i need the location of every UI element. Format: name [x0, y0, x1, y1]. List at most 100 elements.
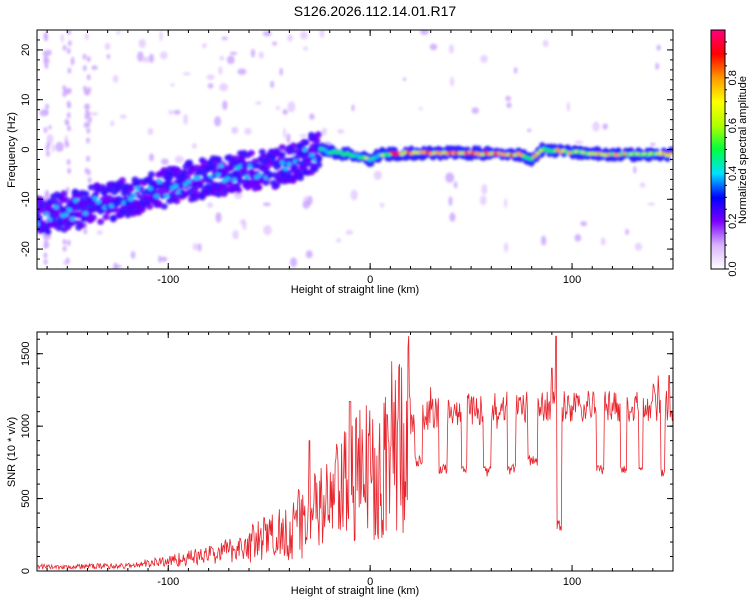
noise-blob — [148, 153, 154, 162]
noise-blob — [600, 237, 606, 246]
noise-streak — [45, 242, 50, 249]
noise-blob — [449, 212, 456, 222]
y-tick-label: 1000 — [20, 414, 32, 438]
spectral-core — [99, 209, 105, 214]
spectral-core — [150, 191, 156, 196]
noise-blob — [170, 83, 175, 87]
spectral-core — [183, 182, 189, 187]
noise-blob — [84, 33, 90, 41]
noise-blob — [287, 101, 296, 113]
snr-series-line — [37, 335, 673, 571]
y-tick-label: -10 — [20, 191, 32, 207]
noise-streak — [45, 57, 50, 64]
noise-blob — [255, 101, 262, 105]
spectral-cell — [235, 187, 243, 194]
spectral-core — [218, 163, 224, 168]
noise-blob — [419, 106, 423, 111]
noise-blob — [309, 113, 315, 120]
spectral-core — [153, 194, 160, 199]
noise-blob — [206, 202, 214, 208]
noise-blob — [275, 105, 281, 111]
spectral-core — [276, 163, 282, 168]
spectral-core — [37, 222, 40, 227]
noise-blob — [197, 242, 202, 252]
noise-blob — [160, 158, 169, 165]
noise-streak — [86, 56, 91, 63]
spectral-cell — [146, 203, 154, 210]
spectral-core — [73, 198, 79, 203]
noise-blob — [448, 44, 454, 54]
noise-blob — [192, 243, 198, 251]
noise-blob — [506, 102, 512, 109]
spectral-core — [82, 211, 89, 216]
spectral-cell — [78, 222, 86, 229]
noise-blob — [219, 83, 229, 92]
spectral-core — [166, 182, 173, 187]
noise-streak — [62, 44, 67, 51]
noise-streak — [66, 112, 71, 119]
noise-blob — [91, 65, 98, 71]
x-tick-label: 100 — [563, 576, 581, 588]
spectral-cell — [237, 178, 245, 185]
noise-blob — [116, 30, 121, 35]
noise-blob — [471, 107, 479, 114]
noise-blob — [429, 43, 438, 51]
spectral-core — [134, 186, 140, 191]
noise-blob — [647, 202, 656, 206]
spectral-cell — [408, 145, 415, 152]
colorbar-ticks: 0.0 0.2 0.4 0.6 0.8 — [725, 41, 739, 277]
noise-blob — [206, 74, 215, 80]
noise-blob — [138, 38, 146, 49]
spectral-core — [305, 162, 311, 167]
noise-blob — [566, 101, 571, 112]
spectral-core — [173, 184, 179, 189]
noise-blob — [633, 165, 637, 174]
noise-blob — [148, 53, 155, 63]
colorbar-tick-label: 0.6 — [727, 118, 739, 133]
noise-blob — [240, 218, 246, 226]
spectral-cell — [293, 154, 301, 161]
noise-blob — [287, 34, 293, 42]
spectral-cell — [62, 196, 70, 203]
spectral-core — [286, 161, 292, 166]
noise-streak — [44, 103, 49, 110]
noise-blob — [130, 250, 136, 259]
noise-streak — [64, 118, 69, 125]
noise-streak — [44, 109, 49, 116]
noise-blob — [574, 234, 582, 242]
noise-blob — [592, 121, 600, 132]
spectral-core — [215, 172, 221, 177]
noise-blob — [300, 31, 308, 40]
spectral-core — [202, 174, 208, 179]
spectral-core — [535, 151, 541, 156]
spectral-core — [338, 150, 344, 155]
noise-streak — [66, 47, 71, 54]
spectral-core — [163, 194, 169, 199]
noise-blob — [480, 54, 488, 63]
noise-blob — [229, 51, 238, 55]
noise-streak — [87, 177, 92, 184]
noise-blob — [263, 225, 272, 236]
noise-blob — [286, 133, 291, 144]
noise-blob — [218, 66, 223, 75]
spectral-core — [270, 157, 276, 162]
spectral-cell — [264, 162, 272, 170]
noise-blob — [283, 127, 287, 139]
spectral-core — [224, 176, 231, 181]
spectral-core — [241, 164, 247, 169]
noise-blob — [262, 202, 271, 207]
noise-streak — [82, 53, 87, 60]
noise-blob — [51, 144, 55, 153]
spectral-core — [283, 166, 289, 171]
noise-blob — [237, 68, 247, 75]
noise-blob — [191, 143, 197, 149]
noise-blob — [160, 256, 168, 262]
noise-blob — [70, 56, 75, 66]
noise-blob — [147, 127, 154, 136]
noise-blob — [96, 230, 103, 235]
spectral-core — [53, 205, 59, 210]
